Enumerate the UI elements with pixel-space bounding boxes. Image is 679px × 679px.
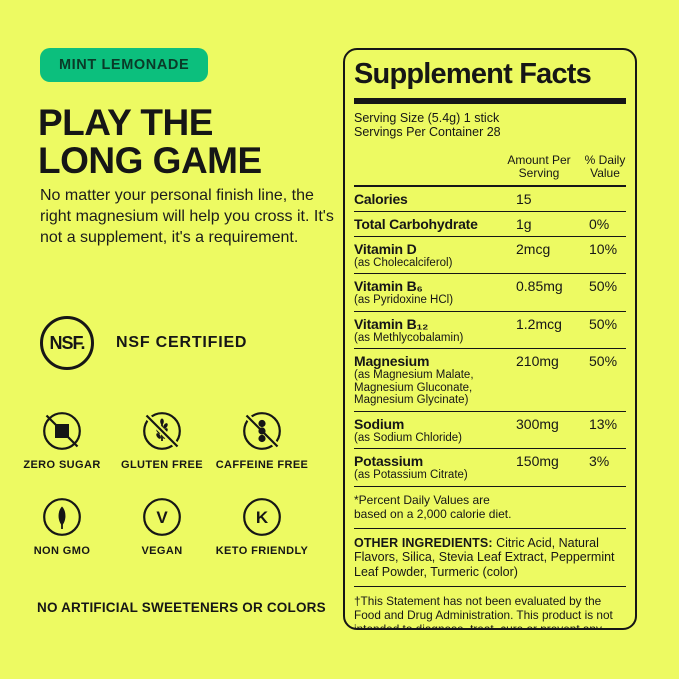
- nutrient-amount: 15: [516, 190, 532, 207]
- nutrient-source: (as Sodium Chloride): [354, 431, 463, 444]
- nutrient-name: Sodium: [354, 415, 405, 432]
- gluten-free-icon: [142, 411, 182, 451]
- attribute-badge-grid: ZERO SUGAR GLUTEN FREE CAFFEINE FREE NON…: [12, 411, 312, 557]
- facts-row-vitamin-b-: Vitamin B₁₂ (as Methlycobalamin) 1.2mcg 50%: [354, 312, 626, 350]
- badge-vegan: V VEGAN: [112, 497, 212, 557]
- facts-row-calories: Calories 15: [354, 187, 626, 212]
- badge-keto-friendly: K KETO FRIENDLY: [212, 497, 312, 557]
- fda-disclaimer: †This Statement has not been evaluated b…: [354, 594, 613, 630]
- badge-gluten-free: GLUTEN FREE: [112, 411, 212, 471]
- svg-text:K: K: [256, 508, 269, 527]
- nutrient-amount: 150mg: [516, 453, 559, 470]
- supplement-facts-panel: Supplement Facts Serving Size (5.4g) 1 s…: [343, 48, 637, 630]
- nutrient-daily-value: 13%: [589, 415, 618, 432]
- badge-caffeine-free: CAFFEINE FREE: [212, 411, 312, 471]
- servings-per-container: Servings Per Container 28: [354, 124, 501, 139]
- other-ingredients: OTHER INGREDIENTS: Citric Acid, Natural …: [354, 529, 626, 588]
- keto-friendly-icon: K: [242, 497, 282, 537]
- badge-zero-sugar: ZERO SUGAR: [12, 411, 112, 471]
- nutrient-name: Vitamin D: [354, 240, 417, 257]
- caffeine-free-icon: [242, 411, 282, 451]
- nutrient-name: Magnesium: [354, 353, 430, 370]
- daily-value-footnote: *Percent Daily Values are based on a 2,0…: [354, 487, 626, 529]
- facts-title-divider: [354, 97, 626, 104]
- nutrient-daily-value: 10%: [589, 240, 618, 257]
- nutrient-amount: 2mcg: [516, 240, 551, 257]
- nsf-logo-icon: NSF.: [40, 316, 94, 370]
- serving-size: Serving Size (5.4g) 1 stick: [354, 110, 500, 125]
- no-artificial-note: NO ARTIFICIAL SWEETENERS OR COLORS: [37, 600, 326, 615]
- badge-label: GLUTEN FREE: [120, 459, 203, 471]
- nutrient-source: (as Methlycobalamin): [354, 331, 464, 344]
- nutrient-amount: 300mg: [516, 415, 559, 432]
- facts-row-vitamin-b-: Vitamin B₆ (as Pyridoxine HCl) 0.85mg 50%: [354, 274, 626, 312]
- nutrient-amount: 210mg: [516, 353, 559, 370]
- nutrient-amount: 1g: [516, 215, 532, 232]
- non-gmo-icon: [42, 497, 82, 537]
- badge-label: ZERO SUGAR: [23, 459, 101, 471]
- nutrient-source: (as Magnesium Malate, Magnesium Gluconat…: [354, 369, 474, 407]
- nutrient-source: (as Pyridoxine HCl): [354, 294, 454, 307]
- nutrient-name: Total Carbohydrate: [354, 215, 478, 232]
- nutrient-amount: 0.85mg: [516, 278, 563, 295]
- zero-sugar-icon: [42, 411, 82, 451]
- amount-per-serving-header: Amount Per Serving: [507, 152, 571, 180]
- nsf-logo-text: NSF.: [49, 332, 85, 353]
- facts-row-potassium: Potassium (as Potassium Citrate) 150mg 3%: [354, 449, 626, 487]
- nutrient-daily-value: 3%: [589, 453, 610, 470]
- facts-row-vitamin-d: Vitamin D (as Cholecalciferol) 2mcg 10%: [354, 237, 626, 275]
- svg-text:V: V: [156, 508, 168, 527]
- badge-non-gmo: NON GMO: [12, 497, 112, 557]
- badge-label: VEGAN: [141, 545, 183, 557]
- facts-row-magnesium: Magnesium (as Magnesium Malate, Magnesium…: [354, 349, 626, 412]
- body-copy: No matter your personal finish line, the…: [40, 187, 334, 246]
- nutrient-name: Calories: [354, 190, 408, 207]
- nutrient-source: (as Cholecalciferol): [354, 256, 453, 269]
- nutrient-name: Vitamin B₁₂: [354, 315, 429, 332]
- facts-rows: Calories 15 Total Carbohydrate 1g 0% Vitamin …: [354, 187, 626, 487]
- vegan-icon: V: [142, 497, 182, 537]
- daily-value-header: % Daily Value: [584, 152, 626, 180]
- nutrient-name: Vitamin B₆: [354, 278, 423, 295]
- other-ingredients-label: OTHER INGREDIENTS:: [354, 535, 493, 550]
- nutrient-daily-value: 50%: [589, 278, 618, 295]
- facts-row-total-carbohydrate: Total Carbohydrate 1g 0%: [354, 212, 626, 237]
- nsf-certified-row: NSF. NSF CERTIFIED: [40, 316, 247, 370]
- headline: PLAY THE LONG GAME: [38, 102, 262, 182]
- badge-label: KETO FRIENDLY: [215, 545, 309, 557]
- nutrient-amount: 1.2mcg: [516, 315, 562, 332]
- facts-title: Supplement Facts: [354, 58, 592, 90]
- badge-label: NON GMO: [33, 545, 91, 557]
- nsf-certified-label: NSF CERTIFIED: [116, 334, 248, 351]
- nutrient-daily-value: 50%: [589, 315, 618, 332]
- nutrient-daily-value: 50%: [589, 353, 618, 370]
- facts-column-headers: Amount Per Serving % Daily Value: [354, 145, 626, 187]
- nutrient-source: (as Potassium Citrate): [354, 469, 468, 482]
- facts-row-sodium: Sodium (as Sodium Chloride) 300mg 13%: [354, 412, 626, 450]
- flavor-badge: MINT LEMONADE: [40, 48, 209, 82]
- nutrient-name: Potassium: [354, 453, 423, 470]
- badge-label: CAFFEINE FREE: [215, 459, 309, 471]
- nutrient-daily-value: 0%: [589, 215, 610, 232]
- other-ingredients-text: Citric Acid, Natural Flavors, Silica, St…: [354, 535, 615, 579]
